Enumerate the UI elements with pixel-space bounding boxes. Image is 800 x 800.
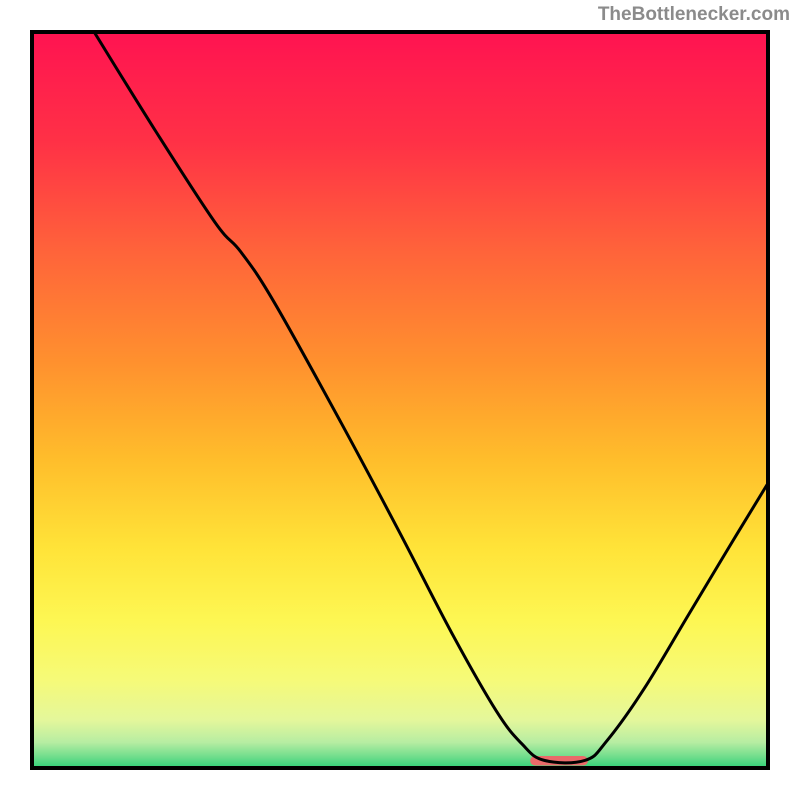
plot-area: [30, 30, 770, 770]
watermark-text: TheBottleneсker.com: [598, 4, 790, 26]
gradient-background: [32, 32, 768, 768]
plot-svg: [30, 30, 770, 770]
chart-container: TheBottleneсker.com: [0, 0, 800, 800]
